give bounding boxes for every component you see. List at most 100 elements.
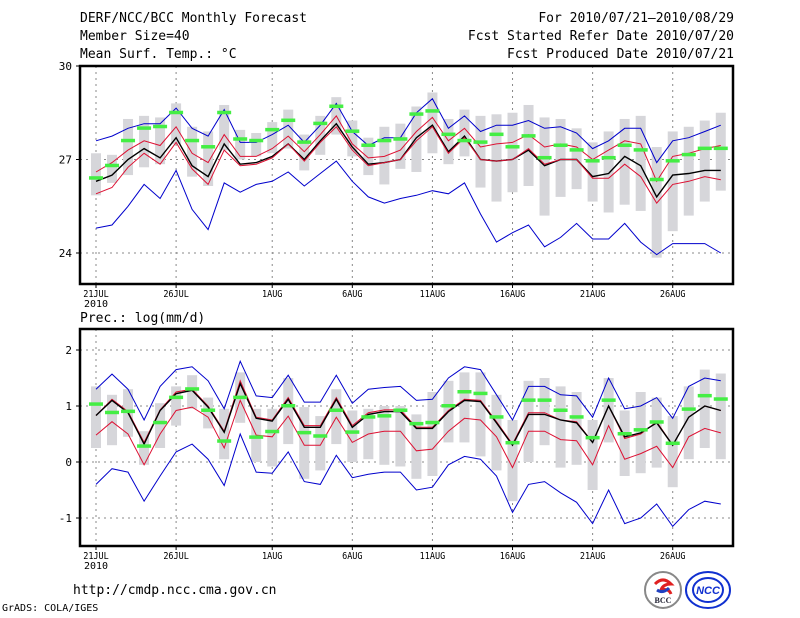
spread-box [395, 406, 406, 467]
spread-box [395, 123, 406, 169]
spread-box [699, 120, 710, 202]
spread-box [667, 416, 678, 488]
spread-box [683, 386, 694, 460]
observation-marker [633, 428, 648, 432]
x-tick-label: 6AUG [342, 288, 362, 300]
series-lower-envelope [95, 432, 721, 528]
observation-marker [377, 414, 392, 418]
spread-box [187, 375, 198, 409]
spread-box [571, 392, 582, 465]
observation-marker [489, 132, 504, 137]
observation-marker [649, 420, 664, 424]
series-upper-spread [95, 115, 721, 183]
bcc-logo-text: BCC [655, 596, 672, 605]
observation-marker [617, 432, 632, 436]
spread-box [315, 416, 326, 471]
observation-marker [249, 138, 264, 143]
observation-marker [169, 110, 184, 115]
y-tick-label: 24 [59, 247, 73, 260]
spread-box [171, 386, 182, 426]
observation-marker [665, 159, 680, 163]
spread-box [587, 142, 598, 202]
observation-marker [681, 152, 696, 157]
spread-box [411, 414, 422, 479]
observation-marker [153, 124, 168, 129]
observation-marker [137, 444, 152, 448]
spread-box [267, 408, 278, 467]
ncc-logo-text: NCC [696, 585, 721, 597]
spread-box [283, 109, 294, 149]
observation-marker [265, 127, 280, 132]
spread-box [635, 115, 646, 211]
observation-marker [505, 440, 520, 445]
spread-box [475, 372, 486, 457]
spread-box [539, 378, 550, 446]
spread-box [187, 126, 198, 177]
observation-marker [441, 404, 456, 408]
spread-box [507, 112, 518, 193]
source-url[interactable]: http://cmdp.ncc.cma.gov.cn [73, 583, 277, 598]
spread-box [427, 92, 438, 154]
observation-marker [409, 421, 424, 426]
spread-box [347, 410, 358, 462]
observation-marker [457, 390, 472, 394]
observation-marker [681, 407, 696, 411]
observation-marker [265, 429, 280, 434]
y-tick-label: 30 [59, 60, 72, 73]
spread-box [667, 131, 678, 232]
x-tick-label: 26AUG [660, 550, 686, 562]
spread-box [379, 406, 390, 465]
observation-marker [537, 398, 552, 402]
y-tick-label: 2 [65, 344, 72, 357]
spread-box [363, 137, 374, 176]
spread-box [603, 131, 614, 213]
observation-marker [201, 145, 216, 149]
series-lower-spread [95, 399, 721, 469]
spread-box [555, 118, 566, 197]
spread-box [203, 131, 214, 186]
x-tick-label: 11AUG [420, 288, 446, 300]
bcc-logo: BCC [644, 571, 682, 609]
x-tick-label: 16AUG [500, 550, 526, 562]
member-size: Member Size=40 [80, 29, 190, 44]
observation-marker [553, 408, 568, 412]
series-ensemble-mean [95, 122, 721, 199]
observation-marker [233, 137, 248, 141]
observation-marker [313, 434, 328, 438]
grads-credit: GrADS: COLA/IGES [2, 603, 99, 614]
observation-marker [425, 420, 440, 425]
spread-box [603, 378, 614, 443]
forecast-period: For 2010/07/21—2010/08/29 [538, 11, 734, 26]
observation-marker [169, 395, 184, 400]
spread-box [155, 403, 166, 448]
y-tick-label: 27 [59, 154, 72, 167]
x-tick-label: 1AUG [262, 288, 282, 300]
spread-box [619, 410, 630, 476]
spread-box [491, 114, 502, 202]
spread-box [107, 154, 118, 183]
x-tick-label: 21AUG [580, 288, 606, 300]
x-tick-year-label: 2010 [84, 561, 108, 572]
spread-box [491, 394, 502, 471]
x-tick-label: 26JUL [163, 288, 189, 300]
forecast-started-date: Fcst Started Refer Date 2010/07/20 [467, 29, 734, 44]
forecast-produced-date: Fcst Produced Date 2010/07/21 [507, 47, 734, 62]
variable-label-temp: Mean Surf. Temp.: °C [80, 47, 237, 62]
spread-box [715, 112, 726, 191]
spread-box [683, 126, 694, 216]
observation-marker [105, 410, 120, 415]
observation-marker [569, 415, 584, 419]
observation-marker [697, 146, 712, 151]
observation-marker [457, 138, 472, 143]
observation-marker [473, 391, 488, 396]
spread-box [427, 392, 438, 476]
observation-marker [537, 155, 552, 160]
spread-box [459, 109, 470, 157]
observation-marker [185, 138, 200, 143]
spread-box [523, 380, 534, 462]
spread-box [155, 117, 166, 165]
observation-marker [121, 138, 136, 143]
y-tick-label: 0 [65, 456, 72, 469]
observation-marker [425, 109, 440, 113]
